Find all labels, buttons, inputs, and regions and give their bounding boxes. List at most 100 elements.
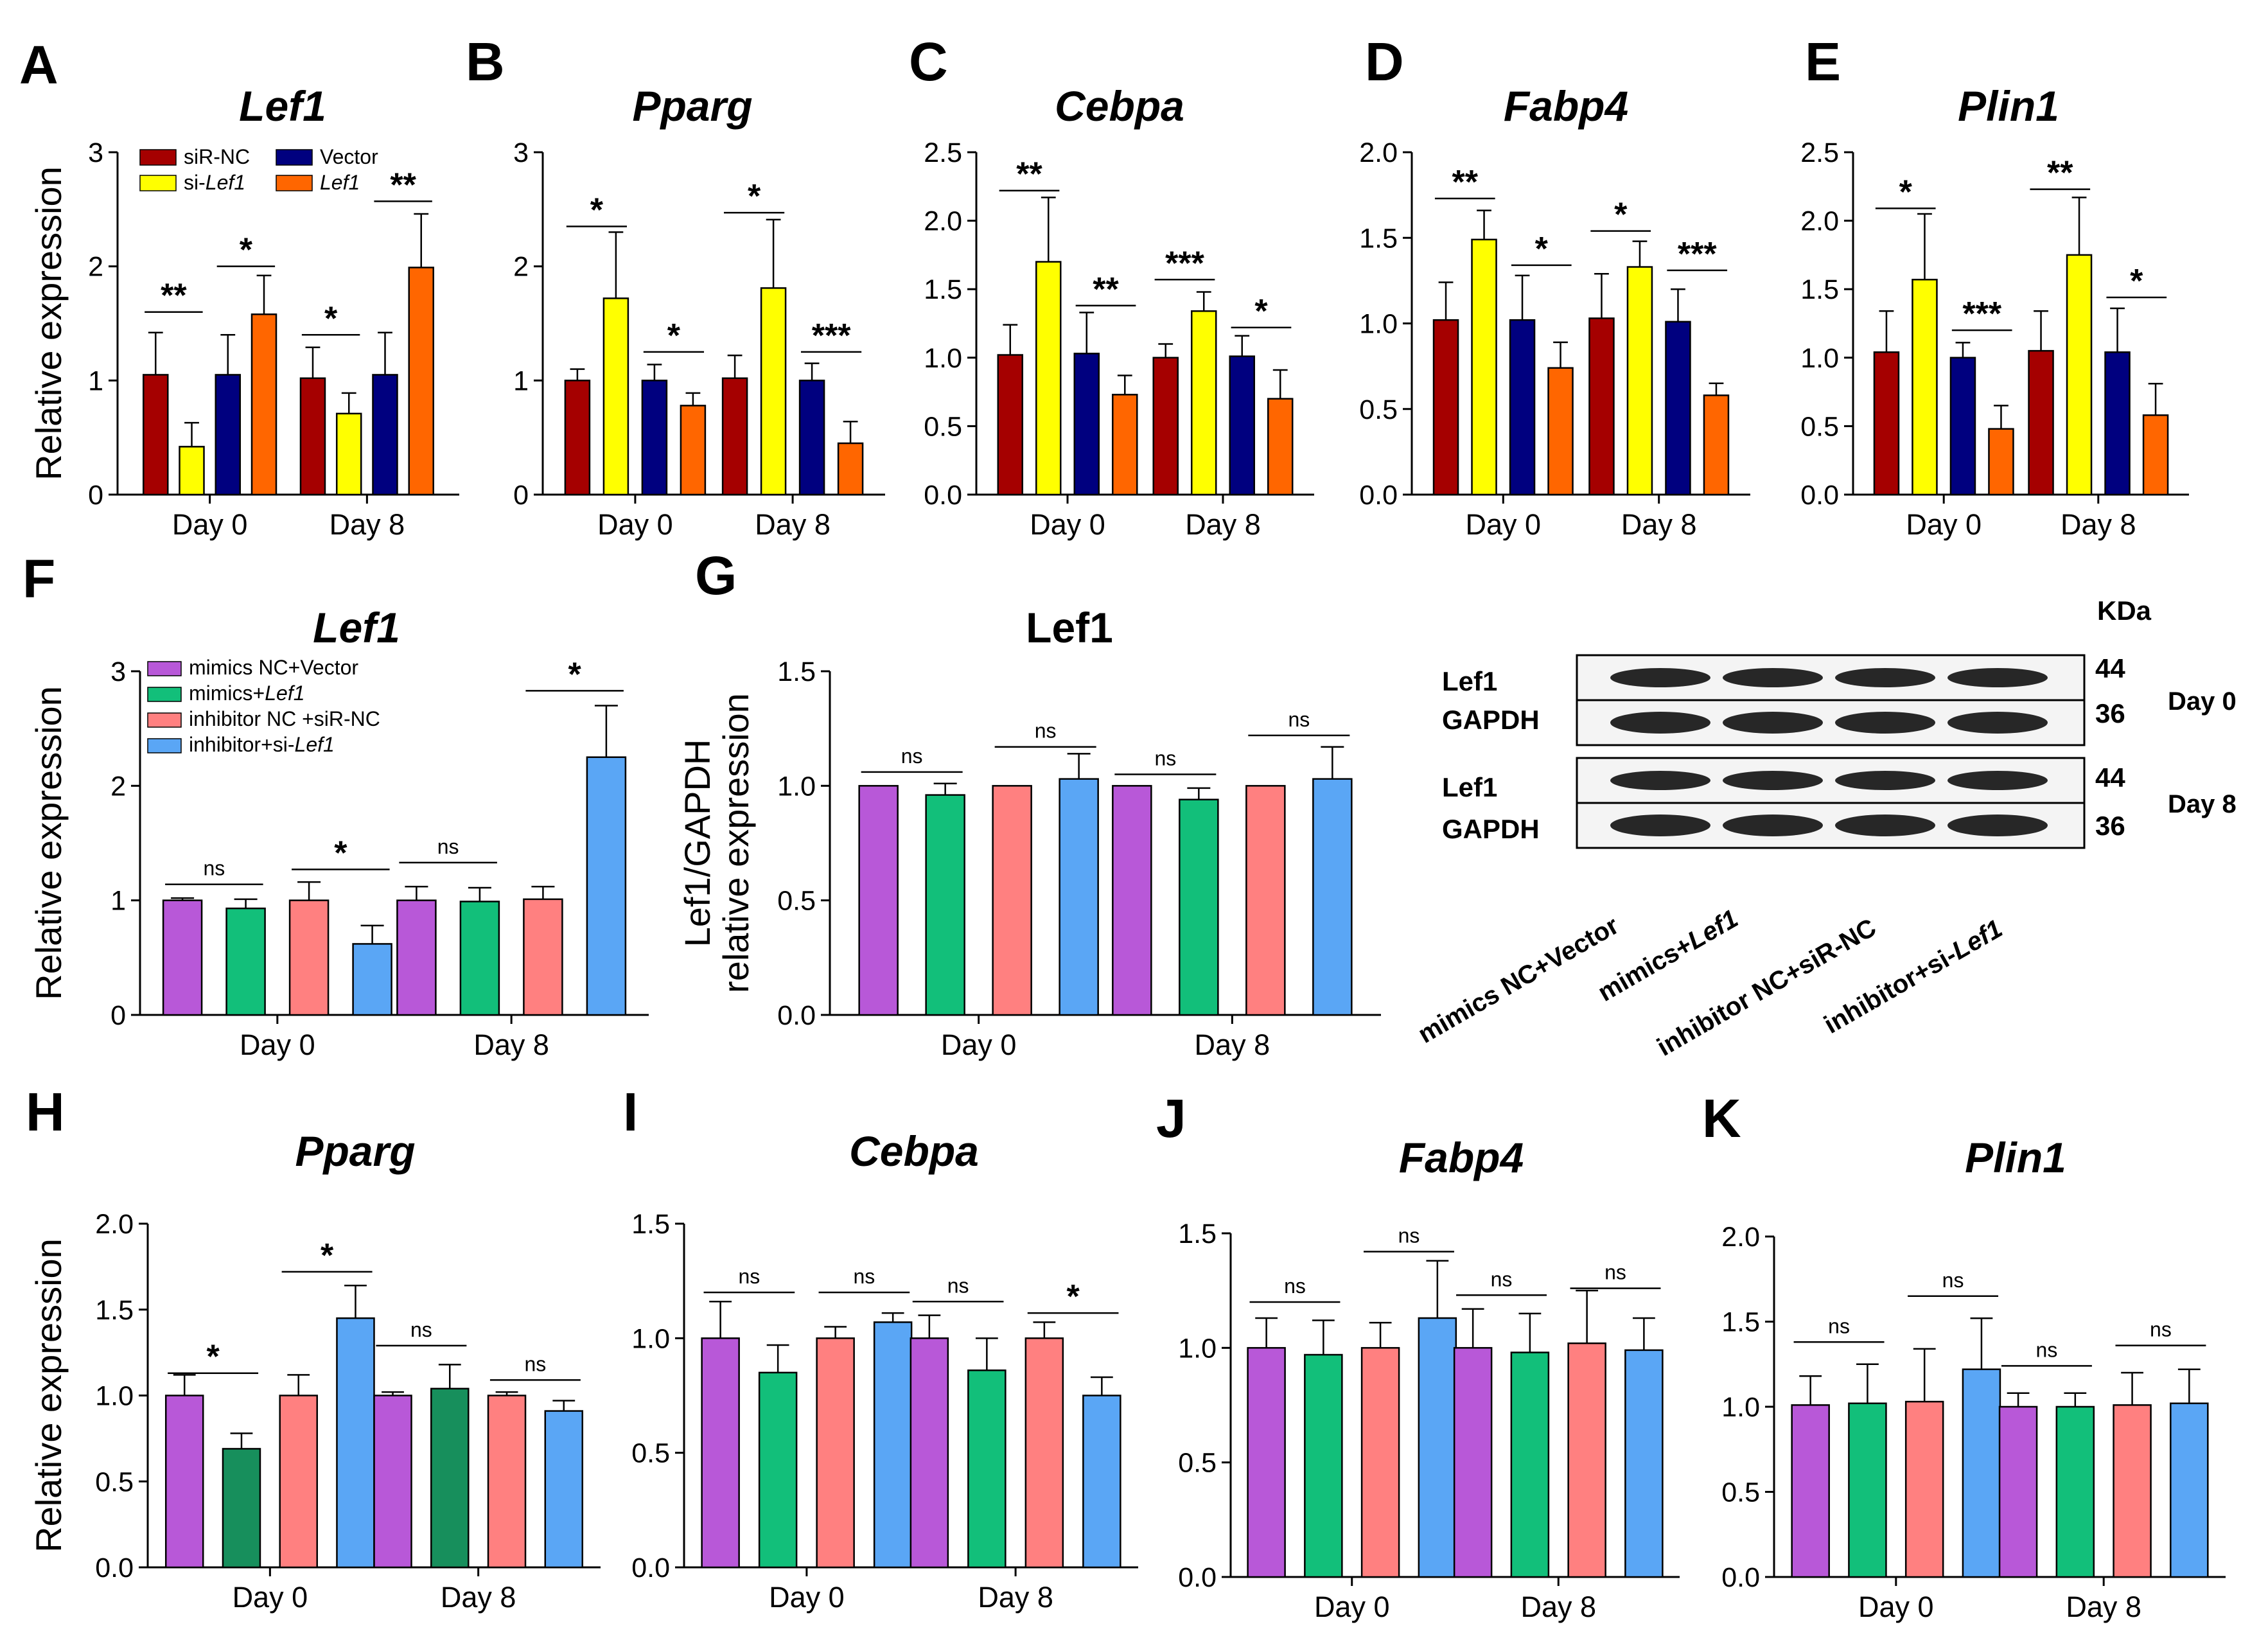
panel-title: Fabp4 [1504,82,1628,130]
kda-value: 36 [2095,811,2125,841]
y-tick-label: 0 [513,480,529,511]
protein-band [1723,712,1823,734]
y-tick-label: 0.0 [777,1000,816,1031]
significance-label: ** [1452,164,1479,201]
significance-label: * [1899,173,1913,211]
y-tick-label: 0.5 [1359,394,1398,425]
y-tick-label: 1.5 [1178,1219,1217,1249]
bar [179,446,205,496]
bar [925,794,965,1016]
bar [1848,1402,1887,1578]
y-tick-label: 2 [513,252,529,283]
bar [2055,1405,2095,1578]
y-tick-label: 3 [513,137,529,168]
y-tick-label: 0.0 [1178,1562,1217,1593]
panel-letter: J [1156,1088,1186,1149]
significance-label: * [1254,293,1268,330]
bar [1998,1405,2038,1578]
significance-label: ns [1942,1269,1964,1292]
x-category-label: Day 0 [1906,508,1982,541]
significance-label: ** [2047,155,2073,192]
kda-unit-label: KDa [2097,595,2152,626]
y-tick-label: 1.0 [95,1381,134,1412]
bar [1873,351,1900,496]
y-tick-label: 2.0 [1800,206,1839,237]
bar [1567,1342,1606,1578]
protein-band [1947,771,2048,790]
legend-swatch [147,661,182,676]
bar [1112,785,1152,1016]
panel-title: Lef1 [239,82,326,130]
y-tick-label: 1.5 [924,274,962,305]
bar [816,1337,855,1569]
bar [251,313,277,496]
legend-label: siR-NC [184,145,250,168]
y-axis-label: Lef1/GAPDH [677,739,717,947]
protein-band [1610,712,1710,734]
y-tick-label: 0 [110,1000,126,1031]
y-tick-label: 1.0 [631,1323,670,1354]
y-tick-label: 1 [88,365,103,396]
y-tick-label: 0.0 [1721,1562,1760,1593]
bar [1626,266,1653,496]
y-tick-label: 0 [88,480,103,511]
bar [408,267,434,496]
bar [222,1448,261,1569]
x-category-label: Day 8 [330,508,405,541]
y-tick-label: 1.0 [924,343,962,374]
bar [1547,367,1574,496]
legend-item: inhibitor+si-Lef1 [147,733,335,756]
significance-label: * [667,317,681,355]
bar [1510,1352,1550,1578]
y-tick-label: 2.5 [924,137,962,168]
bar [1245,785,1286,1016]
bar [858,785,899,1016]
significance-label: ** [161,277,187,315]
legend-item: inhibitor NC +siR-NC [147,707,380,730]
y-tick-label: 2.0 [924,206,962,237]
y-tick-label: 1.0 [1178,1333,1217,1364]
significance-label: ns [947,1274,969,1297]
legends: siR-NC si-Lef1 Vector Lef1 mimics NC+Vector m… [139,145,380,756]
significance-label: ns [1604,1261,1626,1284]
bar [721,377,748,496]
x-category-label: Day 0 [240,1028,315,1061]
bar [910,1337,949,1569]
bar [396,899,437,1016]
legend-swatch [139,175,177,191]
protein-band [1835,814,1935,836]
y-tick-label: 3 [88,137,103,168]
bar [602,297,629,496]
y-axis-label: Relative expression [28,686,69,1000]
significance-label: ns [738,1265,760,1288]
y-tick-label: 1.5 [1800,274,1839,305]
x-category-label: Day 0 [597,508,673,541]
legend-label: inhibitor NC +siR-NC [189,707,380,730]
bar [586,756,627,1016]
legend-item: mimics NC+Vector [147,656,358,679]
bar [1059,778,1099,1016]
bar [279,1395,318,1569]
bar [288,899,330,1016]
blot-day-label: Day 0 [2168,687,2237,716]
y-tick-label: 1.0 [777,771,816,802]
bar [1703,394,1730,496]
bar [1247,1347,1286,1578]
bar [1432,319,1459,496]
bar [1360,1347,1400,1578]
legend-swatch [147,687,182,702]
bar [1035,261,1062,496]
legend-item: si-Lef1 [139,171,245,194]
legend-label: si-Lef1 [184,171,245,194]
y-tick-label: 2.0 [95,1209,134,1240]
blot-row-label: GAPDH [1442,814,1540,844]
significance-label: ns [410,1318,432,1341]
bar [1190,310,1217,496]
significance-label: *** [1962,295,2001,333]
protein-band [1610,814,1710,836]
bar [1904,1400,1944,1578]
y-axis-label: relative expression [716,693,756,993]
y-tick-label: 1.5 [1721,1307,1760,1338]
bar [798,380,825,496]
